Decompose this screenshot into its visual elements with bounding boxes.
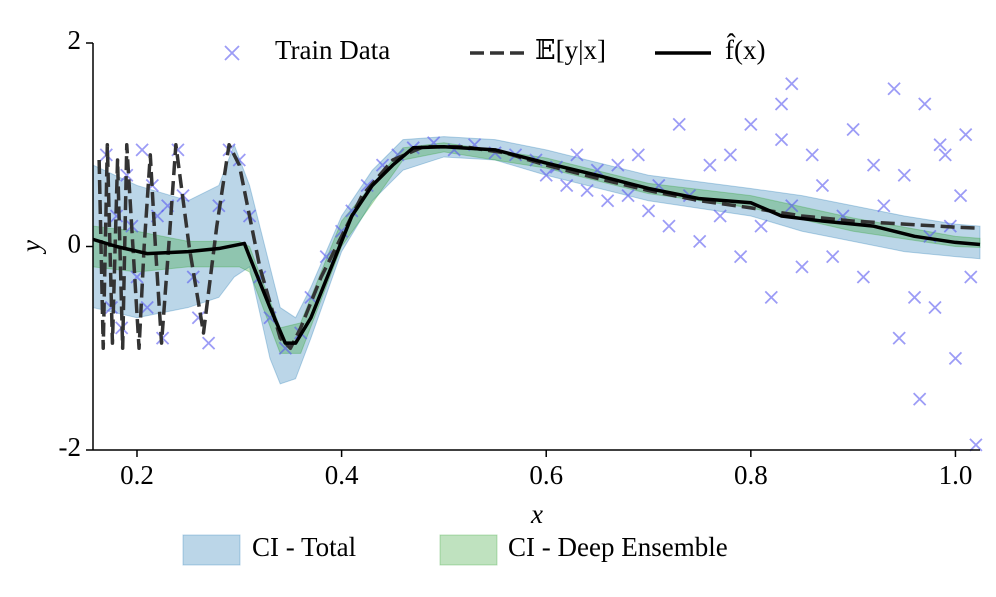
x-tick-label: 0.2 — [120, 460, 154, 490]
legend-label: Train Data — [275, 35, 390, 65]
train-point — [785, 199, 799, 213]
train-point — [703, 158, 717, 172]
train-point — [140, 300, 154, 315]
train-point — [201, 336, 216, 350]
y-tick-label: 0 — [68, 229, 82, 259]
train-point — [933, 138, 947, 152]
legend-swatch — [182, 534, 241, 566]
train-point — [774, 133, 789, 147]
train-point — [104, 300, 119, 315]
train-point — [764, 290, 778, 305]
x-tick-label: 0.8 — [734, 460, 768, 490]
train-point — [907, 290, 922, 305]
train-point — [856, 270, 871, 284]
x-tick-label: 0.4 — [325, 460, 359, 490]
train-point — [892, 331, 906, 345]
train-point — [641, 204, 656, 218]
train-point — [560, 178, 574, 193]
train-point — [959, 127, 973, 142]
train-point — [672, 117, 686, 132]
train-point — [120, 168, 134, 182]
y-tick-label: 2 — [68, 25, 82, 55]
x-tick-label: 0.6 — [529, 460, 563, 490]
x-tick-label: 1.0 — [939, 460, 973, 490]
y-tick-label: -2 — [59, 432, 82, 462]
train-point — [611, 158, 625, 172]
train-point — [897, 168, 911, 182]
train-point — [662, 219, 676, 233]
train-point — [774, 97, 789, 111]
train-point — [953, 188, 968, 203]
train-point — [135, 143, 149, 157]
train-point — [600, 194, 615, 208]
train-point — [580, 183, 594, 198]
train-point — [964, 270, 978, 284]
expected-line — [97, 143, 981, 350]
train-point — [815, 178, 830, 193]
train-point — [754, 219, 768, 233]
train-point — [913, 392, 927, 406]
legend-label: CI - Total — [252, 532, 356, 562]
train-point — [631, 148, 645, 162]
train-point — [805, 148, 819, 162]
train-point — [938, 148, 952, 162]
x-axis-label: x — [530, 499, 543, 529]
train-point — [877, 199, 891, 213]
train-point — [785, 77, 799, 91]
prediction-line — [92, 145, 981, 345]
legend-label: f̂(x) — [725, 34, 765, 66]
train-point — [744, 117, 758, 132]
confidence-band — [92, 136, 981, 385]
train-point — [918, 97, 932, 111]
train-point — [621, 188, 635, 203]
train-point — [795, 260, 809, 274]
legend-label: 𝔼[y|x] — [535, 35, 606, 65]
train-point — [723, 148, 738, 162]
train-point — [693, 234, 707, 249]
train-point — [539, 168, 553, 182]
legend-swatch — [439, 534, 498, 566]
legend-label: CI - Deep Ensemble — [508, 532, 728, 562]
train-point — [948, 351, 963, 366]
train-point — [826, 250, 840, 264]
train-point — [846, 122, 860, 137]
train-point — [928, 300, 942, 315]
train-point — [887, 82, 901, 96]
train-point — [713, 209, 727, 223]
y-axis-label: y — [16, 240, 46, 255]
train-point — [969, 438, 983, 452]
train-point — [866, 158, 881, 172]
train-point — [733, 250, 748, 264]
legend-marker — [224, 45, 240, 61]
train-point — [570, 148, 584, 162]
